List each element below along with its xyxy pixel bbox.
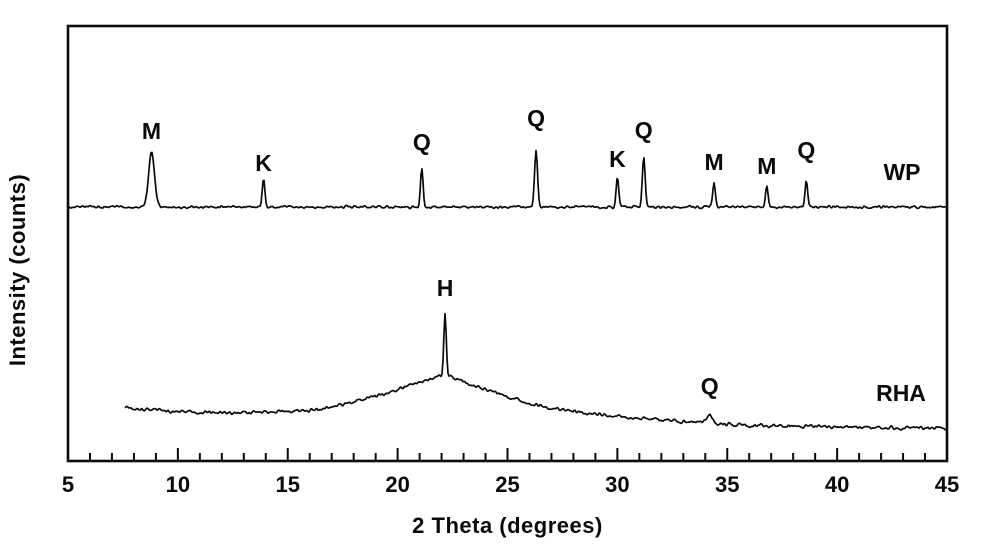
trace-rha (124, 312, 948, 431)
series-label-rha: RHA (876, 380, 926, 406)
x-tick-label: 45 (935, 472, 959, 497)
peak-label: M (704, 149, 723, 175)
peak-label: Q (797, 137, 815, 163)
x-tick-label: 35 (715, 472, 739, 497)
trace-wp (67, 149, 947, 210)
x-tick-label: 10 (166, 472, 190, 497)
y-axis-title: Intensity (counts) (5, 173, 30, 367)
peak-label: Q (701, 373, 719, 399)
x-tick-label: 25 (495, 472, 519, 497)
peak-label: K (609, 146, 626, 172)
peak-labels-rha: HQ (437, 275, 719, 399)
series-label-wp: WP (883, 159, 920, 185)
peak-label: Q (635, 117, 653, 143)
peak-label: M (757, 153, 776, 179)
x-axis-title: 2 Theta (degrees) (412, 513, 603, 538)
x-tick-label: 20 (385, 472, 409, 497)
peak-label: M (142, 118, 161, 144)
plot-border (66, 24, 949, 463)
peak-label: H (437, 275, 454, 301)
peak-label: Q (527, 105, 545, 131)
x-tick-label: 40 (825, 472, 849, 497)
peak-label: K (255, 150, 272, 176)
x-tick-label: 5 (62, 472, 74, 497)
x-tick-label: 30 (605, 472, 629, 497)
peak-label: Q (413, 129, 431, 155)
x-tick-label: 15 (276, 472, 300, 497)
x-tick-labels: 5 10 15 20 25 30 35 40 45 (62, 472, 959, 497)
x-axis-ticks (67, 448, 948, 460)
